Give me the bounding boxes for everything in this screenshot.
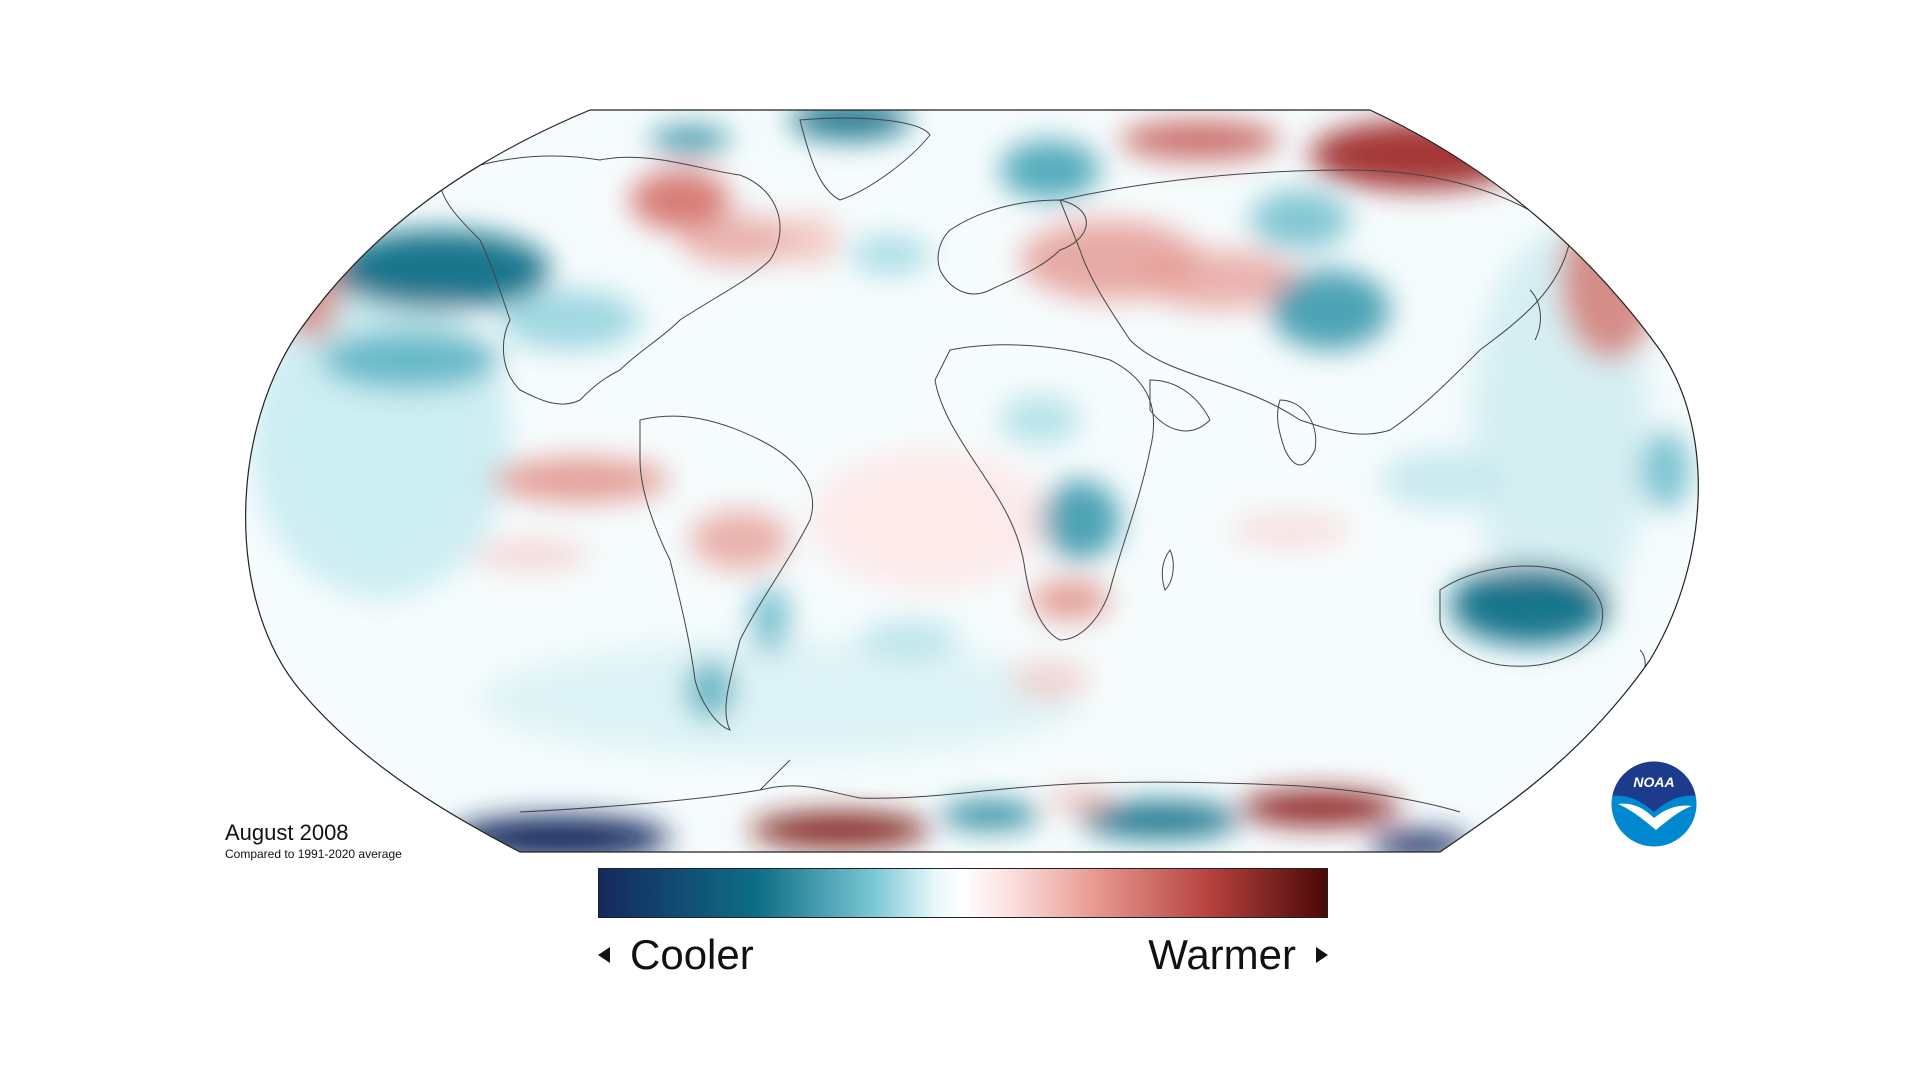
- svg-text:NOAA: NOAA: [1633, 774, 1674, 790]
- map-subtitle: Compared to 1991-2020 average: [225, 847, 402, 861]
- legend-cooler: Cooler: [598, 931, 754, 979]
- warmer-label: Warmer: [1148, 931, 1296, 978]
- legend-warmer: Warmer: [1148, 931, 1328, 979]
- color-legend: Cooler Warmer: [598, 868, 1328, 991]
- noaa-logo-icon: NOAA: [1610, 760, 1698, 848]
- right-arrow-icon: [1316, 947, 1328, 963]
- left-arrow-icon: [598, 947, 610, 963]
- map-caption: August 2008 Compared to 1991-2020 averag…: [225, 820, 402, 861]
- cooler-label: Cooler: [630, 931, 754, 978]
- legend-color-bar: [598, 868, 1328, 918]
- anomaly-field: [245, 110, 1699, 852]
- map-title: August 2008: [225, 820, 349, 845]
